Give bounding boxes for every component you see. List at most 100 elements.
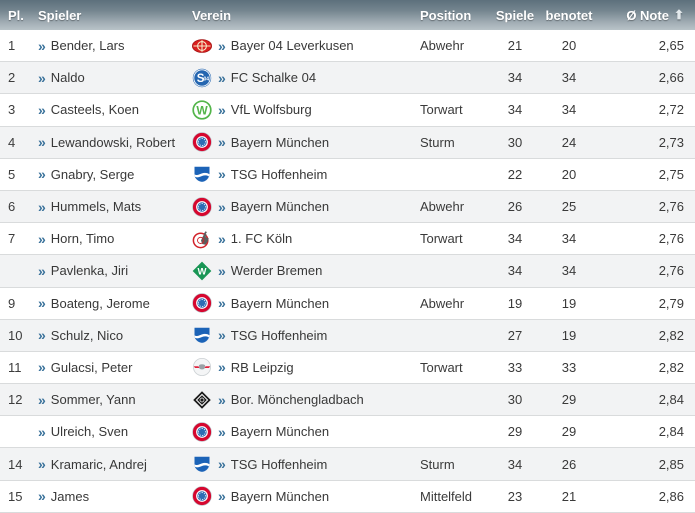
- player-cell: » Ulreich, Sven: [35, 424, 185, 439]
- player-name-link[interactable]: Boateng, Jerome: [50, 295, 150, 311]
- player-cell: » Gnabry, Serge: [35, 167, 185, 182]
- grade-cell: 2,76: [658, 231, 684, 247]
- rank-cell: 10: [8, 327, 23, 343]
- club-cell: W » Werder Bremen: [185, 261, 410, 281]
- player-cell: » Sommer, Yann: [35, 392, 185, 407]
- col-header-verein[interactable]: Verein: [192, 7, 232, 23]
- games-cell: 33: [507, 359, 523, 375]
- col-header-spieler[interactable]: Spieler: [38, 7, 82, 23]
- player-name-link[interactable]: Hummels, Mats: [50, 199, 142, 215]
- bayern-muenchen-logo: [192, 293, 212, 313]
- table-row: 14 » Kramaric, Andrej » TSG Hoffenheim S…: [0, 448, 695, 481]
- rated-cell: 34: [561, 102, 577, 118]
- club-name-link[interactable]: Bayern München: [230, 199, 330, 215]
- club-cell: » Bayern München: [185, 486, 410, 506]
- rank-cell: 5: [8, 166, 16, 182]
- player-name-link[interactable]: Lewandowski, Robert: [50, 134, 176, 150]
- player-cell: » Pavlenka, Jiri: [35, 263, 185, 278]
- club-name-link[interactable]: Bayern München: [230, 488, 330, 504]
- club-name-link[interactable]: FC Schalke 04: [230, 70, 317, 86]
- club-cell: » TSG Hoffenheim: [185, 164, 410, 184]
- chevron-right-icon: »: [218, 69, 226, 86]
- club-name-link[interactable]: Bayern München: [230, 134, 330, 150]
- club-name-link[interactable]: VfL Wolfsburg: [230, 102, 312, 118]
- games-cell: 27: [507, 327, 523, 343]
- table-row: » Ulreich, Sven » Bayern München 29 29 2…: [0, 416, 695, 449]
- chevron-right-icon: »: [218, 37, 226, 54]
- player-name-link[interactable]: Gnabry, Serge: [50, 166, 135, 182]
- table-row: 4 » Lewandowski, Robert » Bayern München…: [0, 126, 695, 159]
- club-cell: » 1. FC Köln: [185, 229, 410, 249]
- table-body: 1 » Bender, Lars » Bayer 04 Leverkusen A…: [0, 30, 695, 513]
- player-name-link[interactable]: Pavlenka, Jiri: [50, 263, 129, 279]
- club-name-link[interactable]: Bayern München: [230, 424, 330, 440]
- player-name-link[interactable]: Bender, Lars: [50, 38, 125, 54]
- chevron-right-icon: »: [38, 102, 46, 118]
- moenchengladbach-logo: [192, 390, 212, 410]
- club-name-link[interactable]: Bayer 04 Leverkusen: [230, 38, 354, 54]
- player-name-link[interactable]: Ulreich, Sven: [50, 424, 129, 440]
- player-name-link[interactable]: Horn, Timo: [50, 231, 115, 247]
- club-name-link[interactable]: Bayern München: [230, 295, 330, 311]
- col-header-pl[interactable]: Pl.: [8, 7, 24, 23]
- schalke-04-logo: S 04: [192, 68, 212, 88]
- col-header-note[interactable]: Ø Note ⬆: [603, 8, 695, 23]
- col-header-position[interactable]: Position: [420, 7, 472, 23]
- grade-cell: 2,85: [658, 456, 684, 472]
- chevron-right-icon: »: [38, 38, 46, 54]
- games-cell: 22: [507, 166, 523, 182]
- club-name-link[interactable]: TSG Hoffenheim: [230, 166, 328, 182]
- chevron-right-icon: »: [218, 391, 226, 408]
- rank-cell: 6: [8, 199, 16, 215]
- chevron-right-icon: »: [218, 359, 226, 376]
- col-header-benotet[interactable]: benotet: [545, 7, 593, 23]
- player-name-link[interactable]: Schulz, Nico: [50, 327, 124, 343]
- club-name-link[interactable]: TSG Hoffenheim: [230, 456, 328, 472]
- rank-cell: 1: [8, 38, 16, 54]
- games-cell: 34: [507, 102, 523, 118]
- club-cell: » Bayern München: [185, 196, 410, 217]
- player-cell: » James: [35, 489, 185, 504]
- table-row: 1 » Bender, Lars » Bayer 04 Leverkusen A…: [0, 30, 695, 63]
- club-name-link[interactable]: Bor. Mönchengladbach: [230, 392, 364, 408]
- games-cell: 34: [507, 70, 523, 86]
- player-cell: » Hummels, Mats: [35, 199, 185, 214]
- player-name-link[interactable]: James: [50, 488, 90, 504]
- rated-cell: 19: [561, 295, 577, 311]
- table-row: 10 » Schulz, Nico » TSG Hoffenheim 27 19…: [0, 319, 695, 352]
- grade-cell: 2,86: [658, 488, 684, 504]
- club-cell: » TSG Hoffenheim: [185, 325, 410, 345]
- player-name-link[interactable]: Sommer, Yann: [50, 392, 136, 408]
- club-cell: » Bayern München: [185, 293, 410, 313]
- fc-koeln-logo: [192, 229, 212, 249]
- position-cell: Sturm: [420, 134, 455, 150]
- club-name-link[interactable]: 1. FC Köln: [230, 231, 293, 247]
- player-name-link[interactable]: Kramaric, Andrej: [50, 456, 147, 472]
- chevron-right-icon: »: [38, 327, 46, 343]
- player-name-link[interactable]: Gulacsi, Peter: [50, 359, 133, 375]
- grade-cell: 2,76: [658, 263, 684, 279]
- chevron-right-icon: »: [38, 424, 46, 440]
- games-cell: 30: [507, 134, 523, 150]
- table-row: 7 » Horn, Timo » 1. FC Köln Torwart 34 3…: [0, 223, 695, 256]
- rated-cell: 24: [561, 134, 577, 150]
- table-header: Pl. Spieler Verein Position Spiele benot…: [0, 0, 695, 30]
- player-cell: » Naldo: [35, 70, 185, 85]
- bayern-muenchen-logo: [192, 422, 212, 442]
- club-cell: » Bayern München: [185, 422, 410, 442]
- rank-cell: 12: [8, 392, 23, 408]
- chevron-right-icon: »: [218, 327, 226, 344]
- club-name-link[interactable]: TSG Hoffenheim: [230, 327, 328, 343]
- player-cell: » Lewandowski, Robert: [35, 135, 185, 150]
- chevron-right-icon: »: [218, 262, 226, 279]
- player-name-link[interactable]: Casteels, Koen: [50, 102, 139, 118]
- player-cell: » Bender, Lars: [35, 38, 185, 53]
- club-name-link[interactable]: RB Leipzig: [230, 359, 294, 375]
- club-name-link[interactable]: Werder Bremen: [230, 263, 323, 279]
- player-name-link[interactable]: Naldo: [50, 70, 85, 86]
- table-row: 15 » James » Bayern München Mittelfeld 2…: [0, 480, 695, 513]
- svg-text:W: W: [196, 103, 208, 117]
- col-header-spiele[interactable]: Spiele: [495, 7, 535, 23]
- sort-ascending-icon[interactable]: ⬆: [673, 7, 684, 23]
